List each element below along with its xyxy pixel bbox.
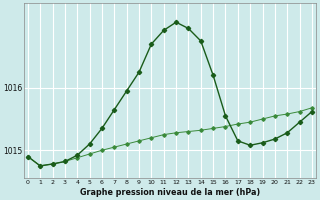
X-axis label: Graphe pression niveau de la mer (hPa): Graphe pression niveau de la mer (hPa) — [80, 188, 260, 197]
